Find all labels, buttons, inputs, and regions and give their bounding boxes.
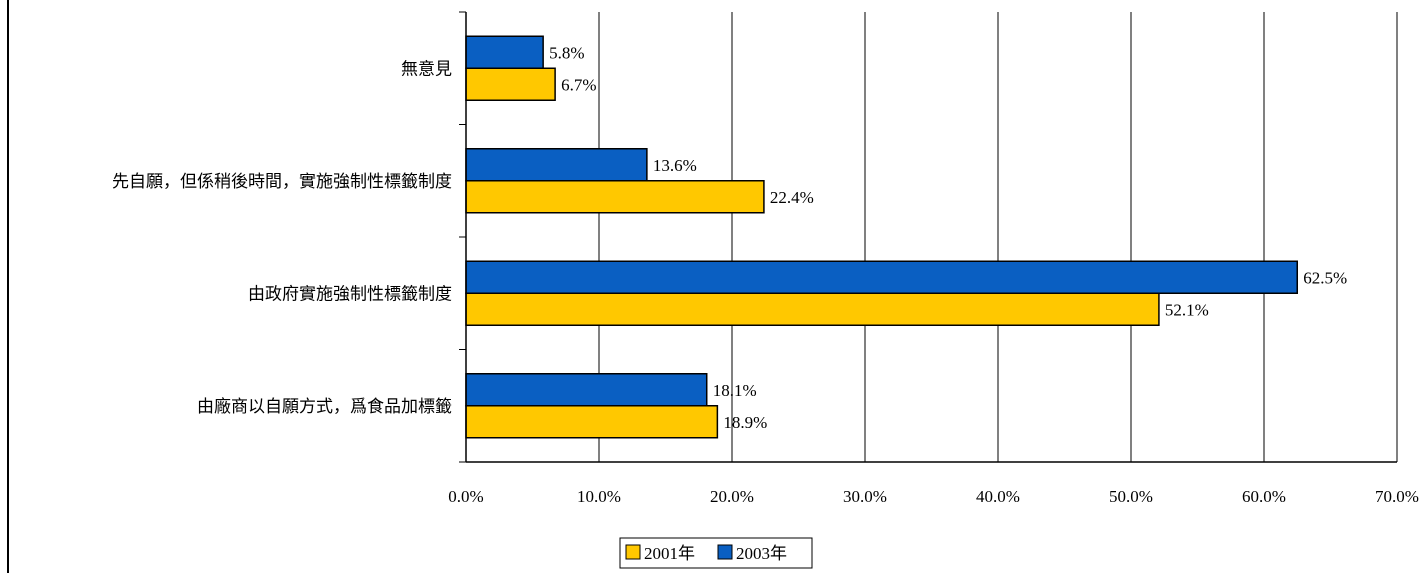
legend-box [619, 537, 813, 569]
legend: 2001年 2003年 [619, 537, 813, 569]
x-tick-label: 0.0% [448, 487, 483, 506]
category-label: 先自願，但係稍後時間，實施強制性標籤制度 [112, 172, 452, 192]
x-tick-label: 60.0% [1242, 487, 1286, 506]
bars [465, 35, 1298, 439]
x-tick-label: 20.0% [710, 487, 754, 506]
x-tick-label: 70.0% [1375, 487, 1419, 506]
x-tick-label: 40.0% [976, 487, 1020, 506]
bar [465, 260, 1298, 294]
data-label: 62.5% [1303, 268, 1347, 287]
bar [465, 35, 544, 69]
gridlines [598, 12, 1398, 462]
data-label: 18.1% [713, 381, 757, 400]
category-label: 由廠商以自願方式，爲食品加標籤 [197, 396, 452, 417]
bar [465, 180, 765, 214]
bar [465, 405, 719, 439]
bar [465, 67, 556, 101]
axes [459, 11, 1397, 463]
legend-label-2001: 2001年 [644, 544, 695, 563]
bar [465, 292, 1160, 326]
x-tick-label: 30.0% [843, 487, 887, 506]
legend-swatch-2001 [625, 544, 641, 560]
category-label: 無意見 [401, 59, 452, 79]
data-label: 6.7% [561, 75, 596, 94]
data-label: 18.9% [723, 413, 767, 432]
data-label: 5.8% [549, 43, 584, 62]
category-label: 由政府實施強制性標籤制度 [248, 284, 452, 304]
x-tick-label: 50.0% [1109, 487, 1153, 506]
data-label: 22.4% [770, 188, 814, 207]
x-tick-label: 10.0% [577, 487, 621, 506]
bar [465, 373, 708, 407]
legend-label-2003: 2003年 [736, 544, 787, 563]
legend-swatch-2003 [717, 544, 733, 560]
labels: 0.0% 10.0% 20.0% 30.0% 40.0% 50.0% 60.0% 70.0% 無… [112, 43, 1419, 506]
data-label: 13.6% [653, 156, 697, 175]
data-label: 52.1% [1165, 300, 1209, 319]
bar [465, 148, 648, 182]
